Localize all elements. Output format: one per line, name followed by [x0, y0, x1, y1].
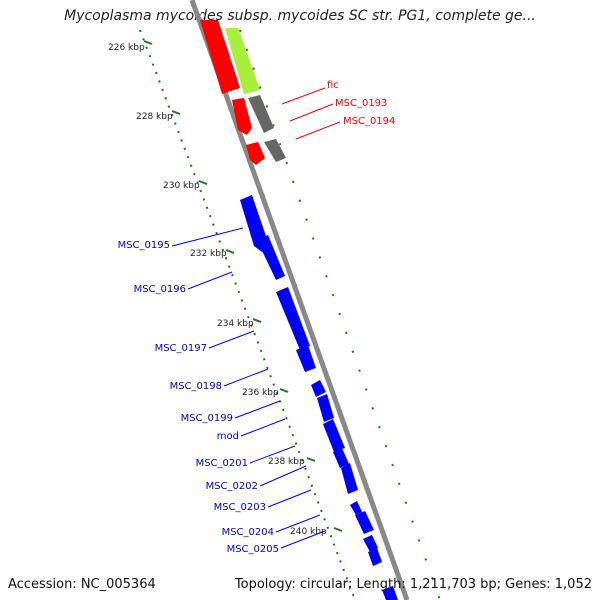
gene-label-mod[interactable]: mod — [217, 431, 239, 442]
scale-label: 232 kbp — [190, 249, 227, 259]
gene-label-msc-0196[interactable]: MSC_0196 — [134, 284, 186, 295]
topology-summary: Topology: circular; Length: 1,211,703 bp… — [234, 577, 592, 592]
scale-tick — [171, 110, 181, 115]
gene-label-fic[interactable]: fic — [327, 80, 339, 91]
gene-label-msc-0193[interactable]: MSC_0193 — [335, 98, 387, 109]
gene-arrow[interactable] — [368, 548, 382, 566]
gene-arrow[interactable] — [246, 142, 265, 165]
gene-arrow[interactable] — [257, 235, 285, 280]
gene-arrow[interactable] — [232, 98, 252, 135]
scale-label: 236 kbp — [242, 388, 279, 398]
gene-leader-line — [208, 330, 255, 349]
gene-label-msc-0197[interactable]: MSC_0197 — [155, 343, 207, 354]
gene-label-msc-0195[interactable]: MSC_0195 — [118, 240, 170, 251]
scale-tick — [225, 249, 235, 254]
gene-label-msc-0198[interactable]: MSC_0198 — [170, 381, 222, 392]
gene-leader-line — [280, 530, 326, 549]
gene-arrow[interactable] — [363, 535, 378, 552]
scale-tick — [198, 180, 208, 185]
scale-label: 226 kbp — [108, 43, 145, 53]
gene-arrow[interactable] — [200, 20, 240, 94]
accession-text: Accession: NC_005364 — [8, 577, 156, 592]
gene-arrow[interactable] — [264, 139, 286, 162]
gene-arrow[interactable] — [341, 463, 358, 494]
scale-track-right — [239, 29, 441, 600]
backbone-highlight — [195, 0, 412, 600]
scale-label: 228 kbp — [136, 112, 173, 122]
gene-label-msc-0199[interactable]: MSC_0199 — [181, 413, 233, 424]
map-title: Mycoplasma mycoides subsp. mycoides SC s… — [64, 8, 536, 24]
gene-arrow[interactable] — [296, 345, 316, 372]
gene-arrow[interactable] — [225, 28, 260, 94]
gene-label-msc-0202[interactable]: MSC_0202 — [206, 481, 258, 492]
gene-leader-line — [275, 514, 321, 533]
gene-label-msc-0204[interactable]: MSC_0204 — [222, 527, 274, 538]
gene-leader-line — [267, 489, 312, 508]
gene-leader-line — [234, 400, 281, 419]
gene-leader-line — [259, 465, 307, 487]
gene-arrow[interactable] — [276, 287, 310, 350]
gene-leader-line — [171, 227, 244, 247]
gene-arrow[interactable] — [355, 511, 374, 534]
gene-label-msc-0203[interactable]: MSC_0203 — [214, 502, 266, 513]
gene-leader-line — [240, 418, 286, 437]
scale-tick — [306, 457, 316, 462]
scale-tick — [279, 388, 289, 393]
gene-arrow[interactable] — [248, 95, 274, 133]
scale-label: 230 kbp — [163, 181, 200, 191]
gene-arrow[interactable] — [311, 380, 326, 397]
backbone — [189, 0, 410, 600]
scale-tick — [252, 318, 262, 323]
gene-label-msc-0201[interactable]: MSC_0201 — [196, 458, 248, 469]
scale-ticks — [143, 40, 343, 532]
scale-label: 238 kbp — [268, 457, 305, 467]
gene-group-blue — [240, 195, 398, 600]
gene-leader-line — [187, 271, 233, 290]
gene-arrow[interactable] — [382, 586, 398, 600]
gene-arrow[interactable] — [350, 501, 362, 515]
gene-label-msc-0194[interactable]: MSC_0194 — [343, 116, 395, 127]
gene-label-msc-0205[interactable]: MSC_0205 — [227, 544, 279, 555]
scale-label: 240 kbp — [290, 527, 327, 537]
scale-tick — [143, 40, 153, 45]
scale-label: 234 kbp — [217, 319, 254, 329]
gene-arrow[interactable] — [323, 419, 345, 452]
gene-leader-line — [289, 103, 334, 122]
gene-leader-line — [223, 368, 269, 387]
gene-group-top — [200, 20, 286, 165]
gene-arrow[interactable] — [333, 448, 349, 468]
scale-tick — [333, 527, 343, 532]
gene-leader-line — [281, 87, 326, 105]
gene-leader-line — [249, 445, 296, 464]
gene-arrow[interactable] — [317, 394, 334, 422]
gene-leader-line — [295, 121, 341, 140]
